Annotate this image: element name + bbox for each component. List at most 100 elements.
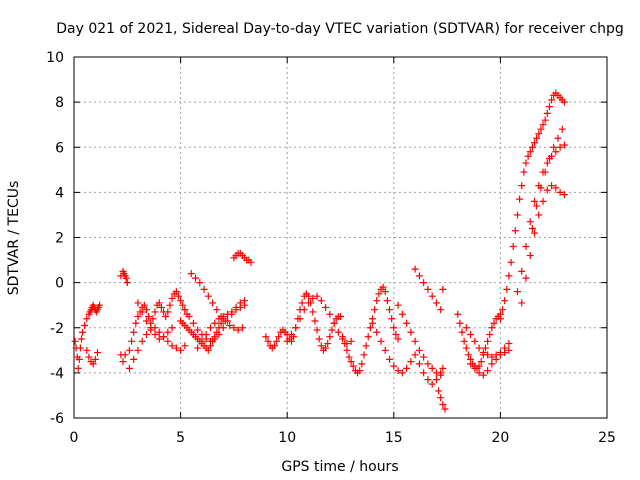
data-point <box>505 340 513 348</box>
data-point <box>437 369 445 377</box>
y-tick-label: 0 <box>55 276 64 292</box>
data-point <box>360 351 368 359</box>
data-point <box>134 312 142 320</box>
data-point <box>411 351 419 359</box>
data-point <box>192 274 200 282</box>
data-point <box>362 342 370 350</box>
data-point <box>560 141 568 149</box>
data-point <box>149 315 157 323</box>
data-point <box>435 387 443 395</box>
x-tick-label: 15 <box>385 430 403 446</box>
data-point <box>83 346 91 354</box>
data-point <box>324 340 332 348</box>
data-point <box>322 303 330 311</box>
data-point <box>130 328 138 336</box>
data-point <box>221 317 229 325</box>
data-point <box>539 121 547 129</box>
data-point <box>275 333 283 341</box>
data-point <box>206 337 214 345</box>
data-point <box>392 331 400 339</box>
x-tick-label: 10 <box>278 430 296 446</box>
data-point <box>181 342 189 350</box>
data-point <box>330 319 338 327</box>
data-point <box>326 333 334 341</box>
data-point <box>160 333 168 341</box>
data-point <box>204 292 212 300</box>
data-point <box>394 335 402 343</box>
data-point <box>505 346 513 354</box>
data-point <box>518 267 526 275</box>
data-point <box>394 301 402 309</box>
data-point <box>524 152 532 160</box>
data-point <box>548 182 556 190</box>
data-point <box>543 109 551 117</box>
data-point <box>347 358 355 366</box>
data-point <box>560 98 568 106</box>
data-point <box>189 319 197 327</box>
x-tick-label: 20 <box>491 430 509 446</box>
data-point <box>545 103 553 111</box>
data-point <box>138 308 146 316</box>
data-point <box>134 299 142 307</box>
data-point <box>164 337 172 345</box>
data-point <box>91 355 99 363</box>
data-point <box>488 353 496 361</box>
data-point <box>172 288 180 296</box>
data-point <box>196 279 204 287</box>
data-point <box>79 328 87 336</box>
data-point <box>475 362 483 370</box>
data-point <box>462 324 470 332</box>
data-point <box>292 324 300 332</box>
data-point <box>496 351 504 359</box>
data-point <box>424 376 432 384</box>
data-point <box>535 130 543 138</box>
data-point <box>85 353 93 361</box>
data-point <box>300 306 308 314</box>
data-point <box>386 306 394 314</box>
x-axis-label: GPS time / hours <box>281 459 398 475</box>
data-point <box>142 306 150 314</box>
data-point <box>552 148 560 156</box>
y-tick-labels: -6 -4 -2 0 2 4 6 8 10 <box>46 50 64 427</box>
data-point <box>552 184 560 192</box>
data-point <box>142 317 150 325</box>
data-point <box>215 315 223 323</box>
data-point <box>262 333 270 341</box>
data-point <box>507 258 515 266</box>
data-point <box>533 134 541 142</box>
data-point <box>458 328 466 336</box>
data-point <box>488 324 496 332</box>
data-point <box>74 364 82 372</box>
data-point <box>420 353 428 361</box>
data-point <box>415 272 423 280</box>
data-point <box>541 168 549 176</box>
data-point <box>81 321 89 329</box>
data-point <box>76 344 84 352</box>
data-point <box>543 186 551 194</box>
data-point <box>437 394 445 402</box>
data-point <box>206 324 214 332</box>
data-point <box>142 331 150 339</box>
y-tick-label: -6 <box>50 411 64 427</box>
data-point <box>317 342 325 350</box>
data-point <box>162 312 170 320</box>
x-tick-label: 25 <box>598 430 616 446</box>
data-point <box>373 297 381 305</box>
data-point <box>125 346 133 354</box>
data-point <box>550 143 558 151</box>
data-point <box>371 306 379 314</box>
data-point <box>398 369 406 377</box>
data-point <box>388 315 396 323</box>
data-point <box>93 349 101 357</box>
data-point <box>520 168 528 176</box>
data-point <box>513 211 521 219</box>
data-point <box>511 227 519 235</box>
data-point <box>334 328 342 336</box>
data-point <box>232 306 240 314</box>
data-point <box>155 328 163 336</box>
data-point <box>168 294 176 302</box>
data-point <box>403 364 411 372</box>
data-point <box>311 317 319 325</box>
data-point <box>471 337 479 345</box>
data-point <box>347 337 355 345</box>
